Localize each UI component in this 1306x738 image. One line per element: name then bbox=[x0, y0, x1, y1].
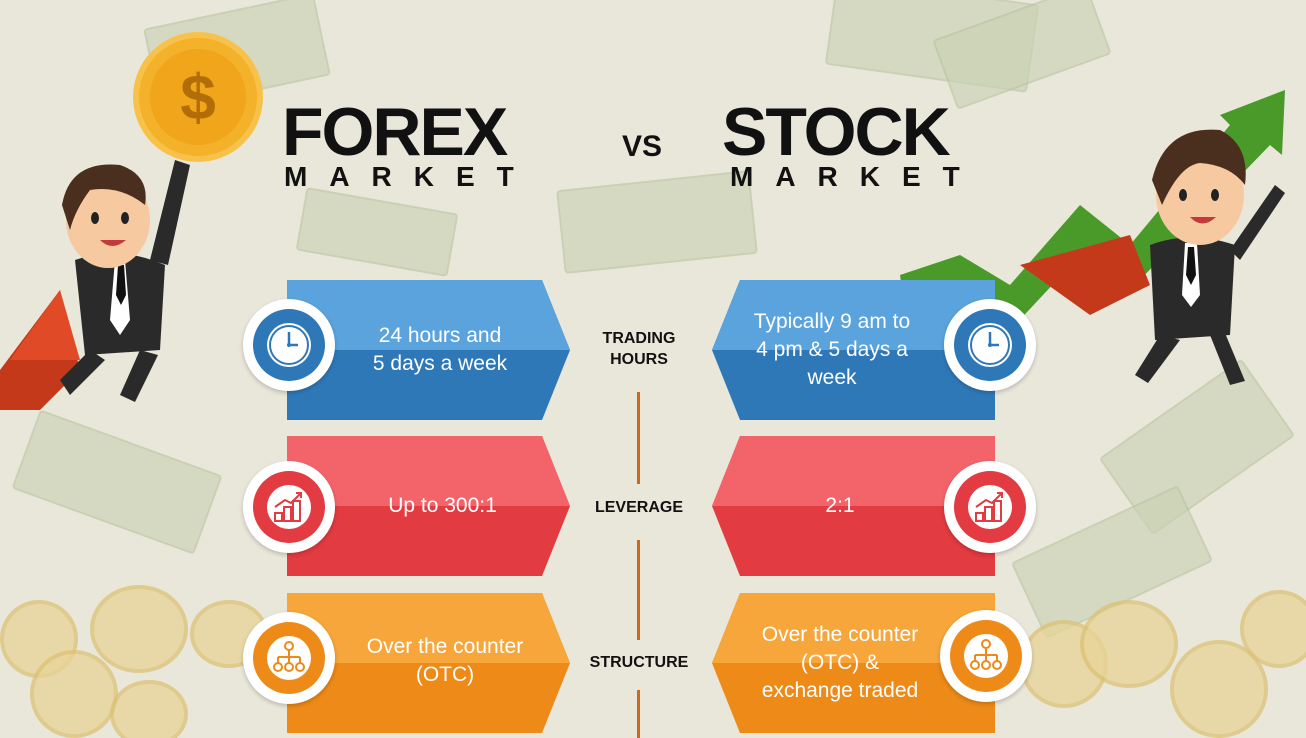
forex-trading-hours-value: 24 hours and 5 days a week bbox=[372, 324, 508, 375]
forex-leverage-value: Up to 300:1 bbox=[388, 494, 497, 517]
forex-leverage-badge bbox=[243, 461, 335, 553]
stock-leverage-badge bbox=[944, 461, 1036, 553]
stock-trading-hours-value: Typically 9 am to 4 pm & 5 days a week bbox=[753, 310, 911, 389]
leverage-label: LEVERAGE bbox=[594, 499, 683, 516]
background-coin bbox=[0, 600, 78, 678]
stock-subtitle: MARKET bbox=[730, 161, 982, 192]
vs-label: VS bbox=[622, 130, 663, 163]
forex-trading-hours-card bbox=[287, 280, 570, 420]
forex-leverage-card bbox=[287, 436, 570, 576]
background-coin bbox=[1240, 590, 1306, 668]
stock-leverage-card bbox=[712, 436, 995, 576]
hierarchy-icon bbox=[964, 634, 1008, 678]
background-coin bbox=[1170, 640, 1268, 738]
forex-structure-card bbox=[287, 593, 570, 733]
businessman-left-illustration bbox=[0, 160, 190, 410]
clock-icon bbox=[968, 323, 1012, 367]
background-bill bbox=[295, 187, 459, 277]
stock-structure-card bbox=[712, 593, 995, 733]
forex-structure-value: Over the counter (OTC) bbox=[366, 634, 524, 686]
center-divider bbox=[637, 392, 640, 484]
hierarchy-icon bbox=[267, 636, 311, 680]
forex-structure-badge bbox=[243, 612, 335, 704]
dollar-symbol: $ bbox=[180, 61, 216, 133]
stock-title: STOCK bbox=[722, 94, 951, 170]
trading-hours-label-line2: HOURS bbox=[610, 351, 668, 368]
background-bill bbox=[11, 409, 223, 555]
dollar-coin-icon: $ bbox=[133, 32, 263, 162]
structure-label: STRUCTURE bbox=[589, 654, 689, 671]
background-coin bbox=[110, 680, 188, 738]
background-coin bbox=[30, 650, 118, 738]
stock-structure-badge bbox=[940, 610, 1032, 702]
growth-chart-icon bbox=[968, 485, 1012, 529]
center-divider bbox=[637, 540, 640, 640]
forex-clock-badge bbox=[243, 299, 335, 391]
growth-chart-icon bbox=[267, 485, 311, 529]
background-coin bbox=[90, 585, 188, 673]
background-coin bbox=[1080, 600, 1178, 688]
businessman-right-illustration bbox=[900, 90, 1285, 385]
stock-clock-badge bbox=[944, 299, 1036, 391]
stock-structure-value: Over the counter (OTC) & exchange traded bbox=[761, 623, 919, 702]
clock-icon bbox=[267, 323, 311, 367]
forex-title: FOREX bbox=[282, 94, 508, 170]
trading-hours-label: TRADING HOURS bbox=[578, 328, 700, 370]
center-divider bbox=[637, 690, 640, 738]
stock-trading-hours-card bbox=[712, 280, 995, 420]
trading-hours-label-line1: TRADING bbox=[602, 330, 676, 347]
stock-leverage-value: 2:1 bbox=[825, 494, 855, 517]
forex-subtitle: MARKET bbox=[284, 161, 536, 192]
background-bill bbox=[556, 170, 758, 274]
